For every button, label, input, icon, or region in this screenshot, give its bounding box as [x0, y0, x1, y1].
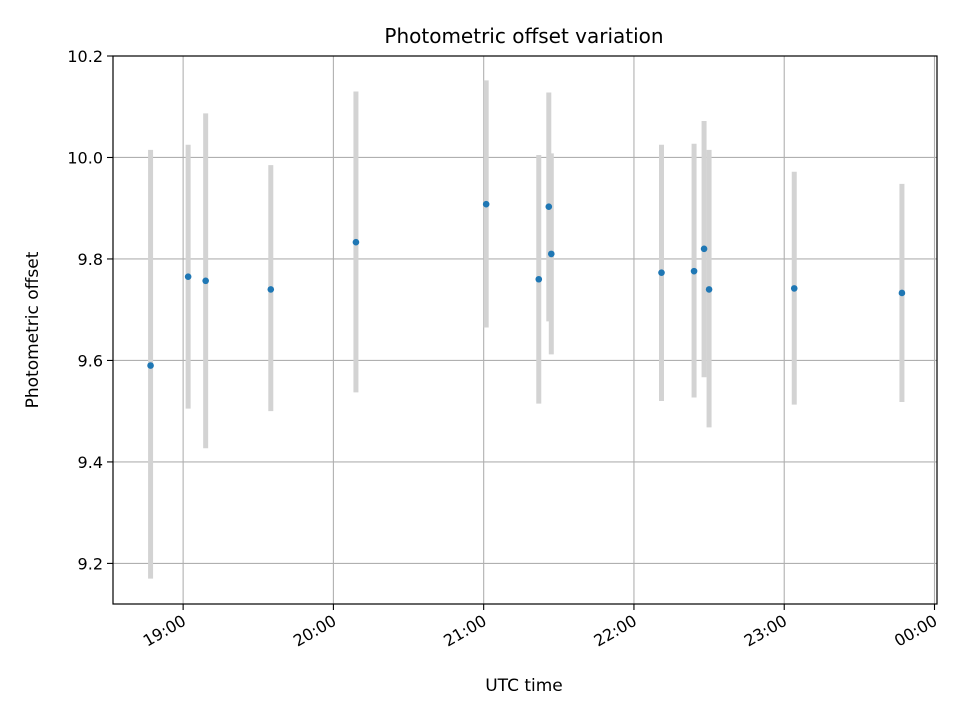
data-point: [184, 273, 192, 281]
data-point: [898, 289, 906, 297]
y-axis-title: Photometric offset: [23, 251, 43, 408]
data-point: [202, 277, 209, 285]
plot-frame: [112, 55, 938, 605]
data-point: [482, 200, 490, 208]
data-point: [700, 245, 708, 253]
data-point: [790, 285, 798, 292]
data-points: [147, 200, 906, 369]
data-point: [352, 238, 360, 246]
y-tick-label: 10.2: [67, 47, 103, 66]
y-tick-label: 9.6: [78, 351, 103, 370]
data-point: [545, 203, 553, 210]
data-point: [267, 286, 275, 293]
data-point: [658, 269, 665, 276]
data-point: [547, 250, 555, 258]
grid-lines: [113, 55, 937, 604]
data-point: [147, 362, 154, 369]
y-tick-label: 9.2: [78, 554, 103, 573]
y-tick-label: 10.0: [67, 148, 103, 167]
data-point: [705, 286, 713, 293]
chart-title: Photometric offset variation: [384, 24, 663, 48]
y-tick-label: 9.8: [78, 250, 103, 269]
data-point: [690, 267, 698, 275]
y-tick-label: 9.4: [78, 453, 103, 472]
x-axis-title: UTC time: [485, 676, 563, 696]
data-point: [535, 275, 543, 283]
